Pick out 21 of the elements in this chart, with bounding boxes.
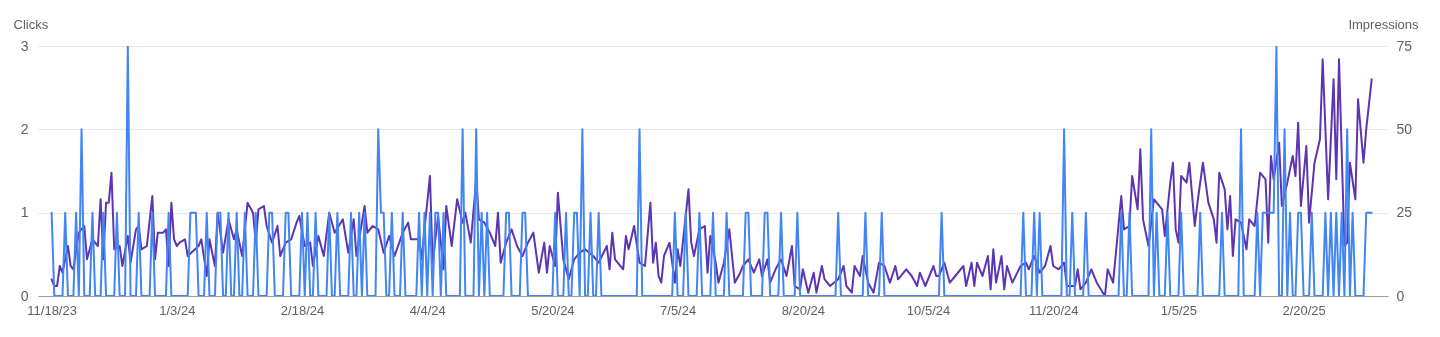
y2-tick-label: 75: [1396, 37, 1413, 54]
y-tick-label: 2: [20, 120, 29, 137]
x-tick-label: 2/18/24: [280, 302, 325, 318]
x-tick-label: 5/20/24: [531, 302, 575, 318]
x-tick-label: 1/5/25: [1160, 302, 1197, 318]
x-tick-label: 8/20/24: [781, 302, 826, 318]
x-tick-label: 1/3/24: [159, 302, 196, 318]
x-tick-label: 7/5/24: [660, 302, 697, 318]
y-tick-label: 3: [20, 37, 29, 54]
x-tick-label: 11/18/23: [27, 302, 77, 318]
x-tick-label: 4/4/24: [409, 302, 446, 318]
x-tick-label: 2/20/25: [1282, 302, 1326, 318]
y2-tick-label: 25: [1396, 204, 1413, 221]
y2-axis-title: Impressions: [1348, 16, 1419, 32]
x-tick-label: 10/5/24: [906, 302, 951, 318]
x-tick-label: 11/20/24: [1028, 302, 1079, 318]
y2-tick-label: 0: [1396, 287, 1405, 304]
y2-tick-label: 50: [1396, 120, 1413, 137]
y-tick-label: 1: [20, 204, 29, 221]
y-axis-title: Clicks: [13, 16, 49, 32]
y-tick-label: 0: [20, 287, 29, 304]
